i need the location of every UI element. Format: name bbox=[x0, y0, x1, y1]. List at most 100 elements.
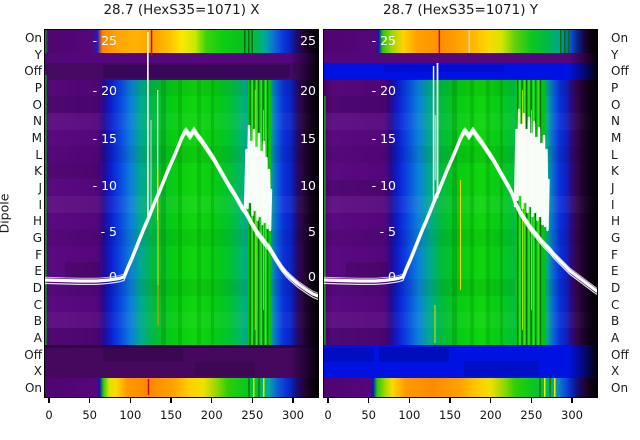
tick-mark bbox=[571, 397, 573, 403]
x-tick: 300 bbox=[554, 397, 590, 422]
feature-lines bbox=[432, 30, 471, 343]
dipole-labels-right: On Y Off P O N M L K J I H G F E D C B A Off X On bbox=[599, 30, 640, 397]
x-tick: 50 bbox=[351, 397, 387, 422]
x-tick-label: 50 bbox=[361, 408, 376, 422]
dipole-row-label: P bbox=[611, 81, 619, 96]
dipole-row-label: P bbox=[34, 81, 42, 96]
band-patch bbox=[103, 348, 183, 362]
dipole-row-label: I bbox=[38, 197, 42, 212]
x-tick: 300 bbox=[275, 397, 311, 422]
dipole-row-label: C bbox=[611, 297, 620, 312]
dipole-row-label: B bbox=[611, 314, 620, 329]
dipole-row-label: B bbox=[33, 314, 42, 329]
dipole-row-label: K bbox=[611, 164, 619, 179]
x-tick-label: 250 bbox=[520, 408, 543, 422]
dipole-row-label: O bbox=[611, 97, 621, 112]
on-band-top bbox=[45, 30, 318, 53]
x-tick-label: 50 bbox=[82, 408, 97, 422]
x-tick-label: 150 bbox=[160, 408, 182, 422]
tick-mark bbox=[211, 397, 213, 403]
band-patch bbox=[379, 347, 449, 362]
tick-mark bbox=[170, 397, 172, 403]
band-patch bbox=[324, 348, 374, 362]
tick-mark bbox=[292, 397, 294, 403]
dipole-row-label: X bbox=[33, 364, 42, 379]
tick-mark bbox=[48, 397, 50, 403]
left-edge-sliver bbox=[324, 96, 326, 345]
right-edge-fade bbox=[569, 30, 597, 397]
off-x-band-bottom bbox=[45, 345, 318, 378]
x-tick: 0 bbox=[31, 397, 67, 422]
tick-mark bbox=[327, 397, 329, 403]
dipole-row-label: X bbox=[611, 364, 620, 379]
dipole-row-label: Off bbox=[24, 347, 42, 362]
dipole-row-label: L bbox=[611, 147, 618, 162]
tick-mark bbox=[89, 397, 91, 403]
x-tick-label: 150 bbox=[439, 408, 461, 422]
dipole-row-label: M bbox=[611, 131, 622, 146]
dipole-row-label: E bbox=[34, 264, 42, 279]
dipole-row-label: Y bbox=[611, 47, 619, 62]
x-tick: 100 bbox=[112, 397, 148, 422]
x-tick-label: 0 bbox=[324, 408, 332, 422]
band-divider bbox=[45, 345, 318, 348]
x-tick: 100 bbox=[391, 397, 427, 422]
dipole-row-label: On bbox=[611, 381, 629, 396]
dipole-row-label: L bbox=[35, 147, 42, 162]
x-tick-label: 100 bbox=[398, 408, 421, 422]
dipole-labels-left: On Y Off P O N M L K J I H G F E D C B A Off X On bbox=[0, 30, 42, 397]
x-axis-right: 0 50 100 150 200 250 300 bbox=[324, 397, 597, 427]
tick-mark bbox=[449, 397, 451, 403]
tick-mark bbox=[129, 397, 131, 403]
dipole-row-label: H bbox=[611, 214, 621, 229]
panel-x-title: 28.7 (HexS35=1071) X bbox=[103, 2, 260, 18]
y-row-band bbox=[45, 53, 318, 63]
x-tick-label: 300 bbox=[282, 408, 304, 422]
dipole-row-label: Off bbox=[24, 64, 42, 79]
x-tick: 0 bbox=[310, 397, 346, 422]
x-tick-label: 200 bbox=[200, 408, 223, 422]
left-edge-sliver bbox=[45, 75, 47, 345]
tick-mark bbox=[530, 397, 532, 403]
dipole-row-label: J bbox=[611, 181, 615, 196]
dipole-row-label: C bbox=[33, 297, 42, 312]
tick-mark bbox=[251, 397, 253, 403]
on-band-top bbox=[324, 30, 597, 53]
x-tick: 250 bbox=[234, 397, 270, 422]
dipole-row-label: Off bbox=[611, 64, 629, 79]
dipole-row-label: On bbox=[24, 31, 42, 45]
dipole-row-label: O bbox=[32, 97, 42, 112]
dipole-row-label: D bbox=[611, 281, 621, 296]
dipole-row-label: D bbox=[32, 281, 42, 296]
x-tick-label: 0 bbox=[45, 408, 53, 422]
x-tick: 150 bbox=[153, 397, 189, 422]
heatmap-x-main-map bbox=[45, 80, 318, 345]
y-row-band bbox=[324, 53, 597, 63]
dipole-row-label: Off bbox=[611, 347, 629, 362]
dipole-row-label: A bbox=[33, 331, 42, 346]
dipole-row-label: On bbox=[24, 381, 42, 396]
burst-zigzag bbox=[243, 124, 273, 232]
dipole-row-label: Y bbox=[34, 47, 42, 62]
x-axis-left: 0 50 100 150 200 250 300 bbox=[45, 397, 318, 427]
off-band-inner bbox=[103, 65, 290, 78]
off-band-inner bbox=[384, 65, 504, 72]
on-band-bottom bbox=[45, 378, 318, 397]
dipole-row-label: F bbox=[611, 247, 618, 262]
burst-zigzag bbox=[513, 108, 550, 232]
x-tick: 200 bbox=[194, 397, 230, 422]
x-tick-label: 250 bbox=[241, 408, 264, 422]
dipole-row-label: I bbox=[611, 197, 615, 212]
panel-y-title: 28.7 (HexS35=1071) Y bbox=[382, 2, 539, 18]
band-patch bbox=[464, 361, 539, 376]
x-tick: 250 bbox=[513, 397, 549, 422]
dipole-row-label: K bbox=[34, 164, 42, 179]
dipole-row-label: J bbox=[38, 181, 42, 196]
dipole-row-label: N bbox=[611, 114, 620, 129]
dipole-row-label: F bbox=[35, 247, 42, 262]
x-tick: 150 bbox=[432, 397, 468, 422]
right-edge-fade bbox=[290, 30, 318, 397]
